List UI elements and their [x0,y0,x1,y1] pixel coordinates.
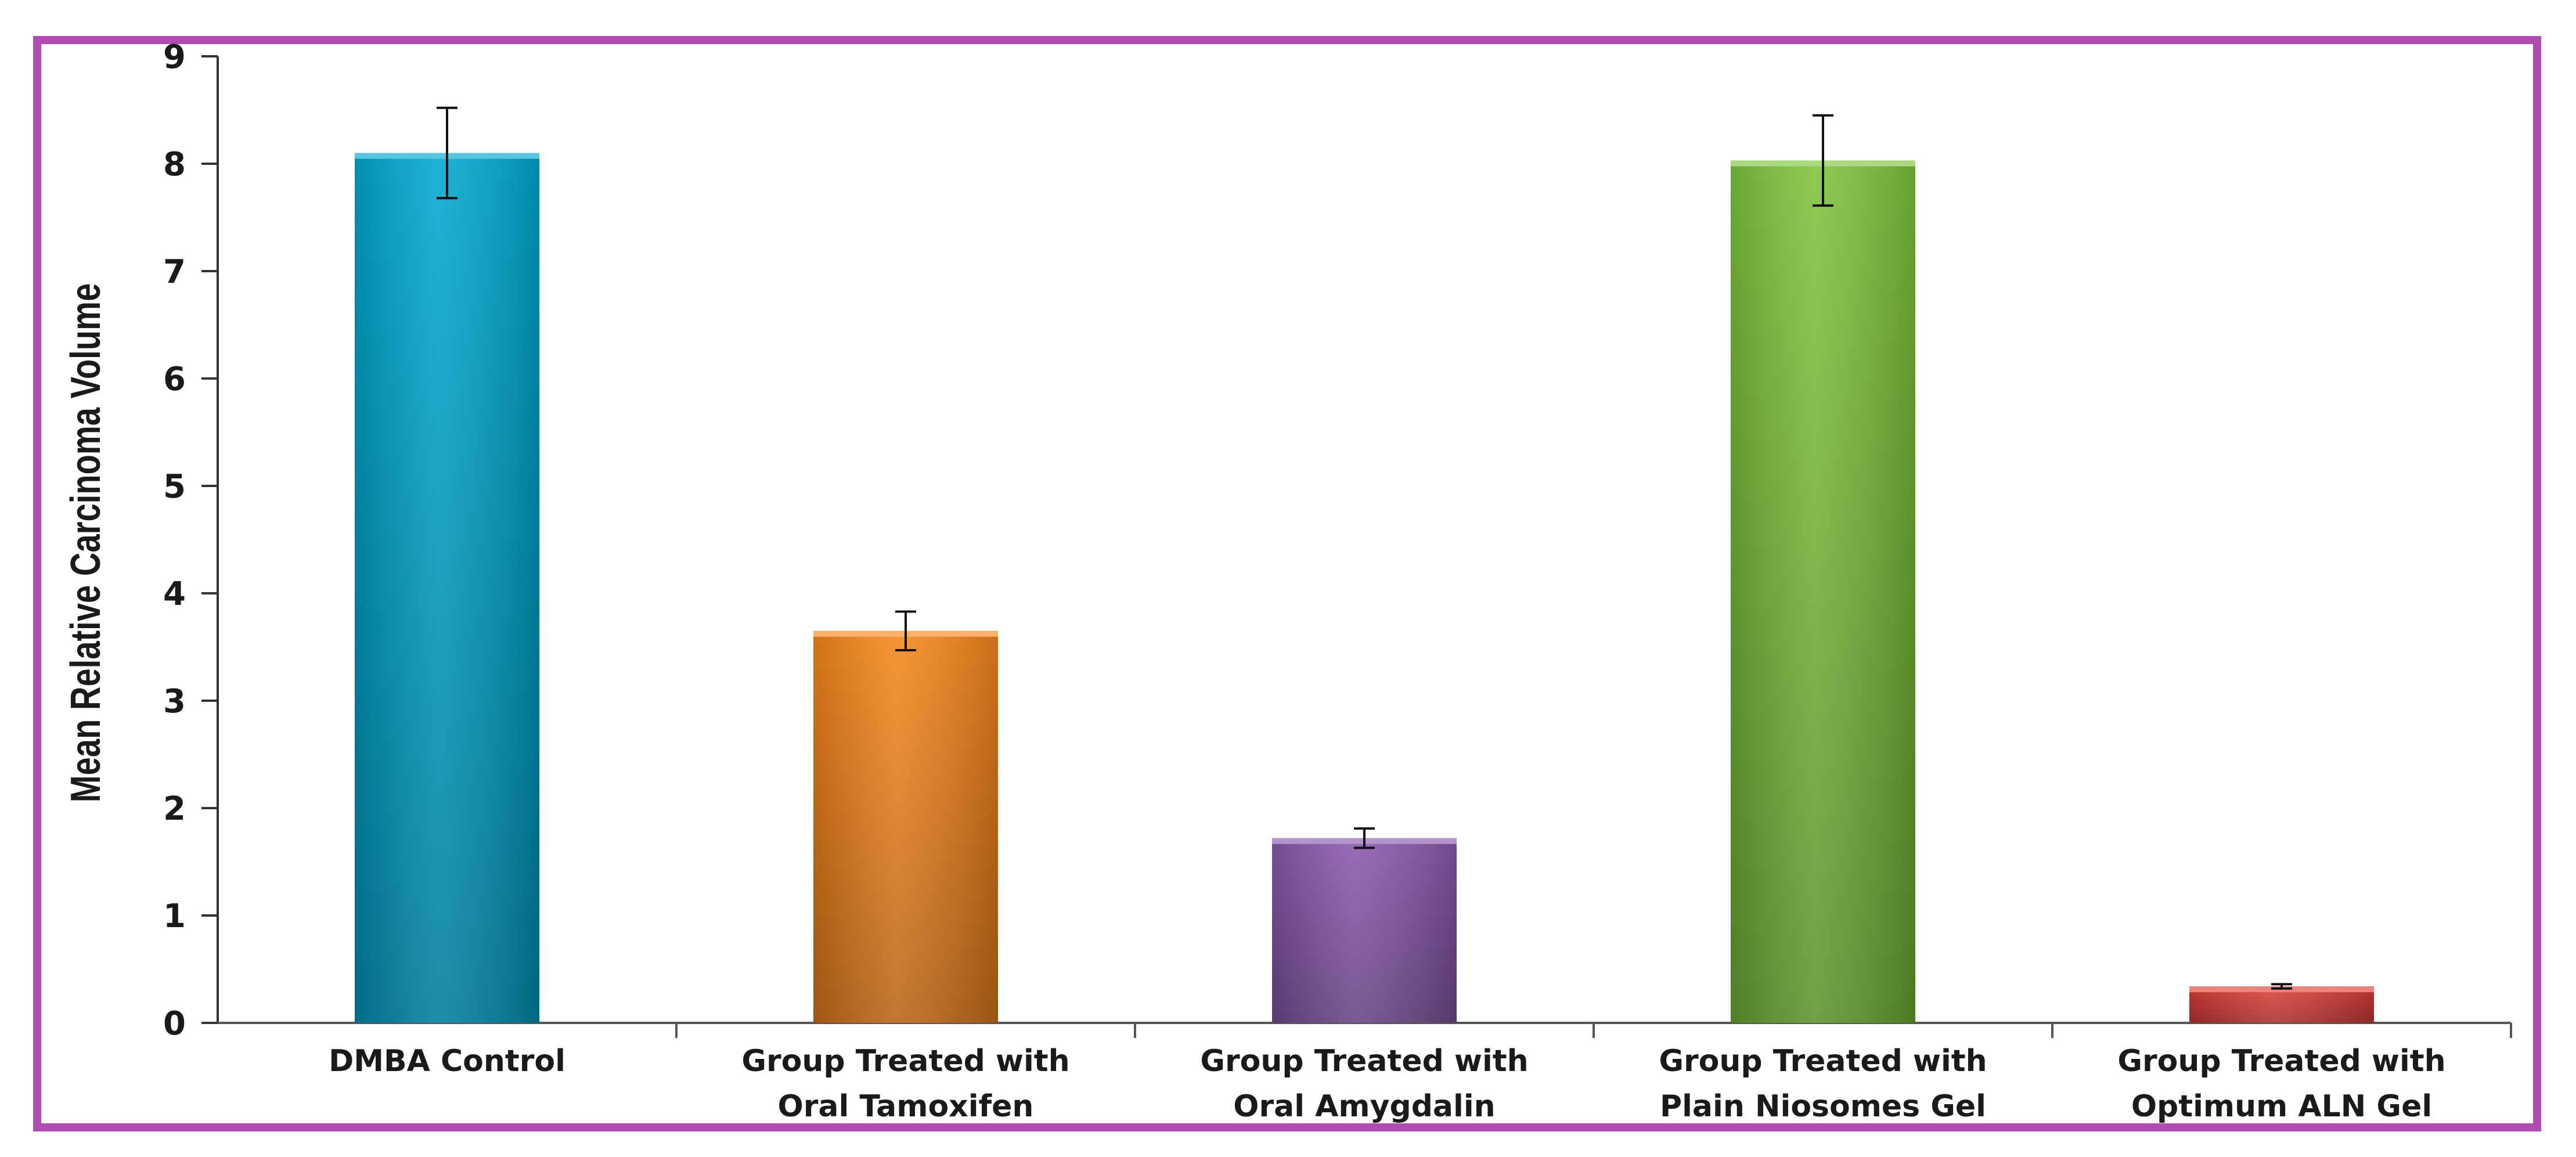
y-tick-label: 7 [163,253,186,291]
y-tick-label: 5 [163,468,186,506]
bar-shading [1731,160,1915,1023]
x-category-label: DMBA Control [329,1044,565,1079]
y-tick-label: 2 [163,790,186,828]
bar-shading [2189,986,2374,1023]
y-tick-label: 3 [163,683,186,720]
x-category-label: Group Treated with [2117,1044,2445,1079]
y-tick-label: 0 [163,1005,186,1043]
bar-shading [355,153,539,1023]
bar-shading [813,630,998,1023]
y-tick-label: 9 [163,38,186,76]
y-tick-label: 1 [163,898,186,935]
x-category-label: Oral Amygdalin [1233,1089,1495,1124]
y-tick-label: 8 [163,146,186,183]
x-category-label: Group Treated with [1200,1044,1528,1079]
bar-group [355,106,2374,1023]
y-tick-label: 6 [163,361,186,398]
bar-shading [1272,838,1457,1023]
x-category-label: Optimum ALN Gel [2131,1089,2432,1124]
x-category-label: Oral Tamoxifen [778,1089,1034,1124]
x-category-label: Group Treated with [741,1044,1069,1079]
y-axis-title: Mean Relative Carcinoma Volume [62,283,109,802]
x-category-label: Group Treated with [1659,1044,1987,1079]
x-category-label: Plain Niosomes Gel [1660,1089,1986,1124]
y-tick-label: 4 [163,575,186,613]
axis-labels: 0 1 2 3 4 5 6 7 8 9 Mean Relative Carcinoma Volume… [62,38,2445,1124]
